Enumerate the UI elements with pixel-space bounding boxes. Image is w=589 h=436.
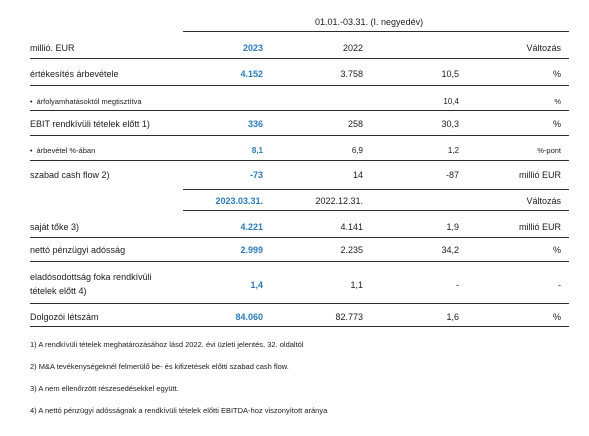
col-current-header: 2023 — [242, 43, 263, 53]
value-previous: 3.758 — [340, 69, 363, 79]
value-previous: 2.235 — [340, 245, 363, 255]
row-label: nettó pénzügyi adósság — [30, 245, 126, 255]
value-change: - — [456, 280, 459, 290]
footnote: 3) A nem ellenőrzött részesedésekkel egy… — [30, 384, 179, 393]
value-change: 1,6 — [446, 312, 459, 322]
col-previous-date: 2022.12.31. — [315, 196, 363, 206]
value-unit: % — [554, 97, 561, 106]
value-change: 34,2 — [441, 245, 459, 255]
row-divider — [30, 85, 569, 86]
row-divider — [30, 160, 569, 161]
value-current: 336 — [247, 119, 263, 129]
value-previous: 4.141 — [340, 222, 363, 232]
value-current: 2.999 — [240, 245, 263, 255]
unit-label: millió. EUR — [30, 43, 75, 53]
row-divider — [30, 303, 569, 304]
row-divider — [30, 135, 569, 136]
section-underline — [183, 210, 569, 211]
bullet-icon: • — [30, 148, 33, 155]
value-previous: 6,9 — [351, 146, 363, 155]
col-change-header: Változás — [526, 43, 561, 53]
value-previous: 14 — [352, 170, 363, 180]
value-change: 30,3 — [441, 119, 459, 129]
value-current: 8,1 — [251, 146, 263, 155]
row-label: EBIT rendkívüli tételek előtt 1) — [30, 119, 150, 129]
table-bottom-rule — [30, 326, 569, 327]
header-underline — [30, 58, 569, 59]
value-change: 1,9 — [446, 222, 459, 232]
row-label: • árfolyamhatásoktól megtisztítva — [30, 97, 142, 106]
value-previous: 258 — [347, 119, 363, 129]
value-current: 4.152 — [240, 69, 263, 79]
value-change: 1,2 — [447, 146, 459, 155]
col-current-date: 2023.03.31. — [215, 196, 263, 206]
value-unit: % — [552, 119, 561, 129]
period-heading: 01.01.-03.31. (I. negyedév) — [315, 17, 424, 27]
row-label: Dolgozói létszám — [30, 312, 99, 322]
row-label: saját tőke 3) — [30, 222, 80, 232]
row-label: értékesítés árbevétele — [30, 69, 119, 79]
header-rule — [183, 31, 569, 32]
value-change: 10,4 — [443, 97, 459, 106]
value-unit: millió EUR — [518, 222, 561, 232]
footnote: 2) M&A tevékenységeknél felmerülő be- és… — [30, 362, 289, 371]
value-unit: % — [552, 312, 561, 322]
value-current: 1,4 — [250, 280, 263, 290]
value-unit: - — [558, 280, 561, 290]
value-change: -87 — [445, 170, 459, 180]
value-unit: %-pont — [537, 146, 561, 155]
section-rule — [183, 189, 569, 190]
footnote: 4) A nettó pénzügyi adósságnak a rendkív… — [30, 406, 328, 415]
value-previous: 82.773 — [335, 312, 363, 322]
row-divider — [30, 110, 569, 111]
value-current: 4.221 — [240, 222, 263, 232]
value-previous: 1,1 — [350, 280, 363, 290]
footnote: 1) A rendkívüli tételek meghatározásához… — [30, 340, 304, 349]
row-label: szabad cash flow 2) — [30, 170, 110, 180]
col-change-header-2: Változás — [526, 196, 561, 206]
row-label: • árbevétel %-ában — [30, 146, 96, 155]
row-divider — [30, 237, 569, 238]
bullet-icon: • — [30, 99, 33, 106]
col-previous-header: 2022 — [342, 43, 363, 53]
value-unit: % — [552, 69, 561, 79]
value-change: 10,5 — [441, 69, 459, 79]
row-divider — [30, 261, 569, 262]
value-unit: millió EUR — [518, 170, 561, 180]
value-unit: % — [552, 245, 561, 255]
row-label: eladósodottság foka rendkívüli tételek e… — [30, 272, 152, 296]
value-current: 84.060 — [235, 312, 263, 322]
value-current: -73 — [249, 170, 263, 180]
